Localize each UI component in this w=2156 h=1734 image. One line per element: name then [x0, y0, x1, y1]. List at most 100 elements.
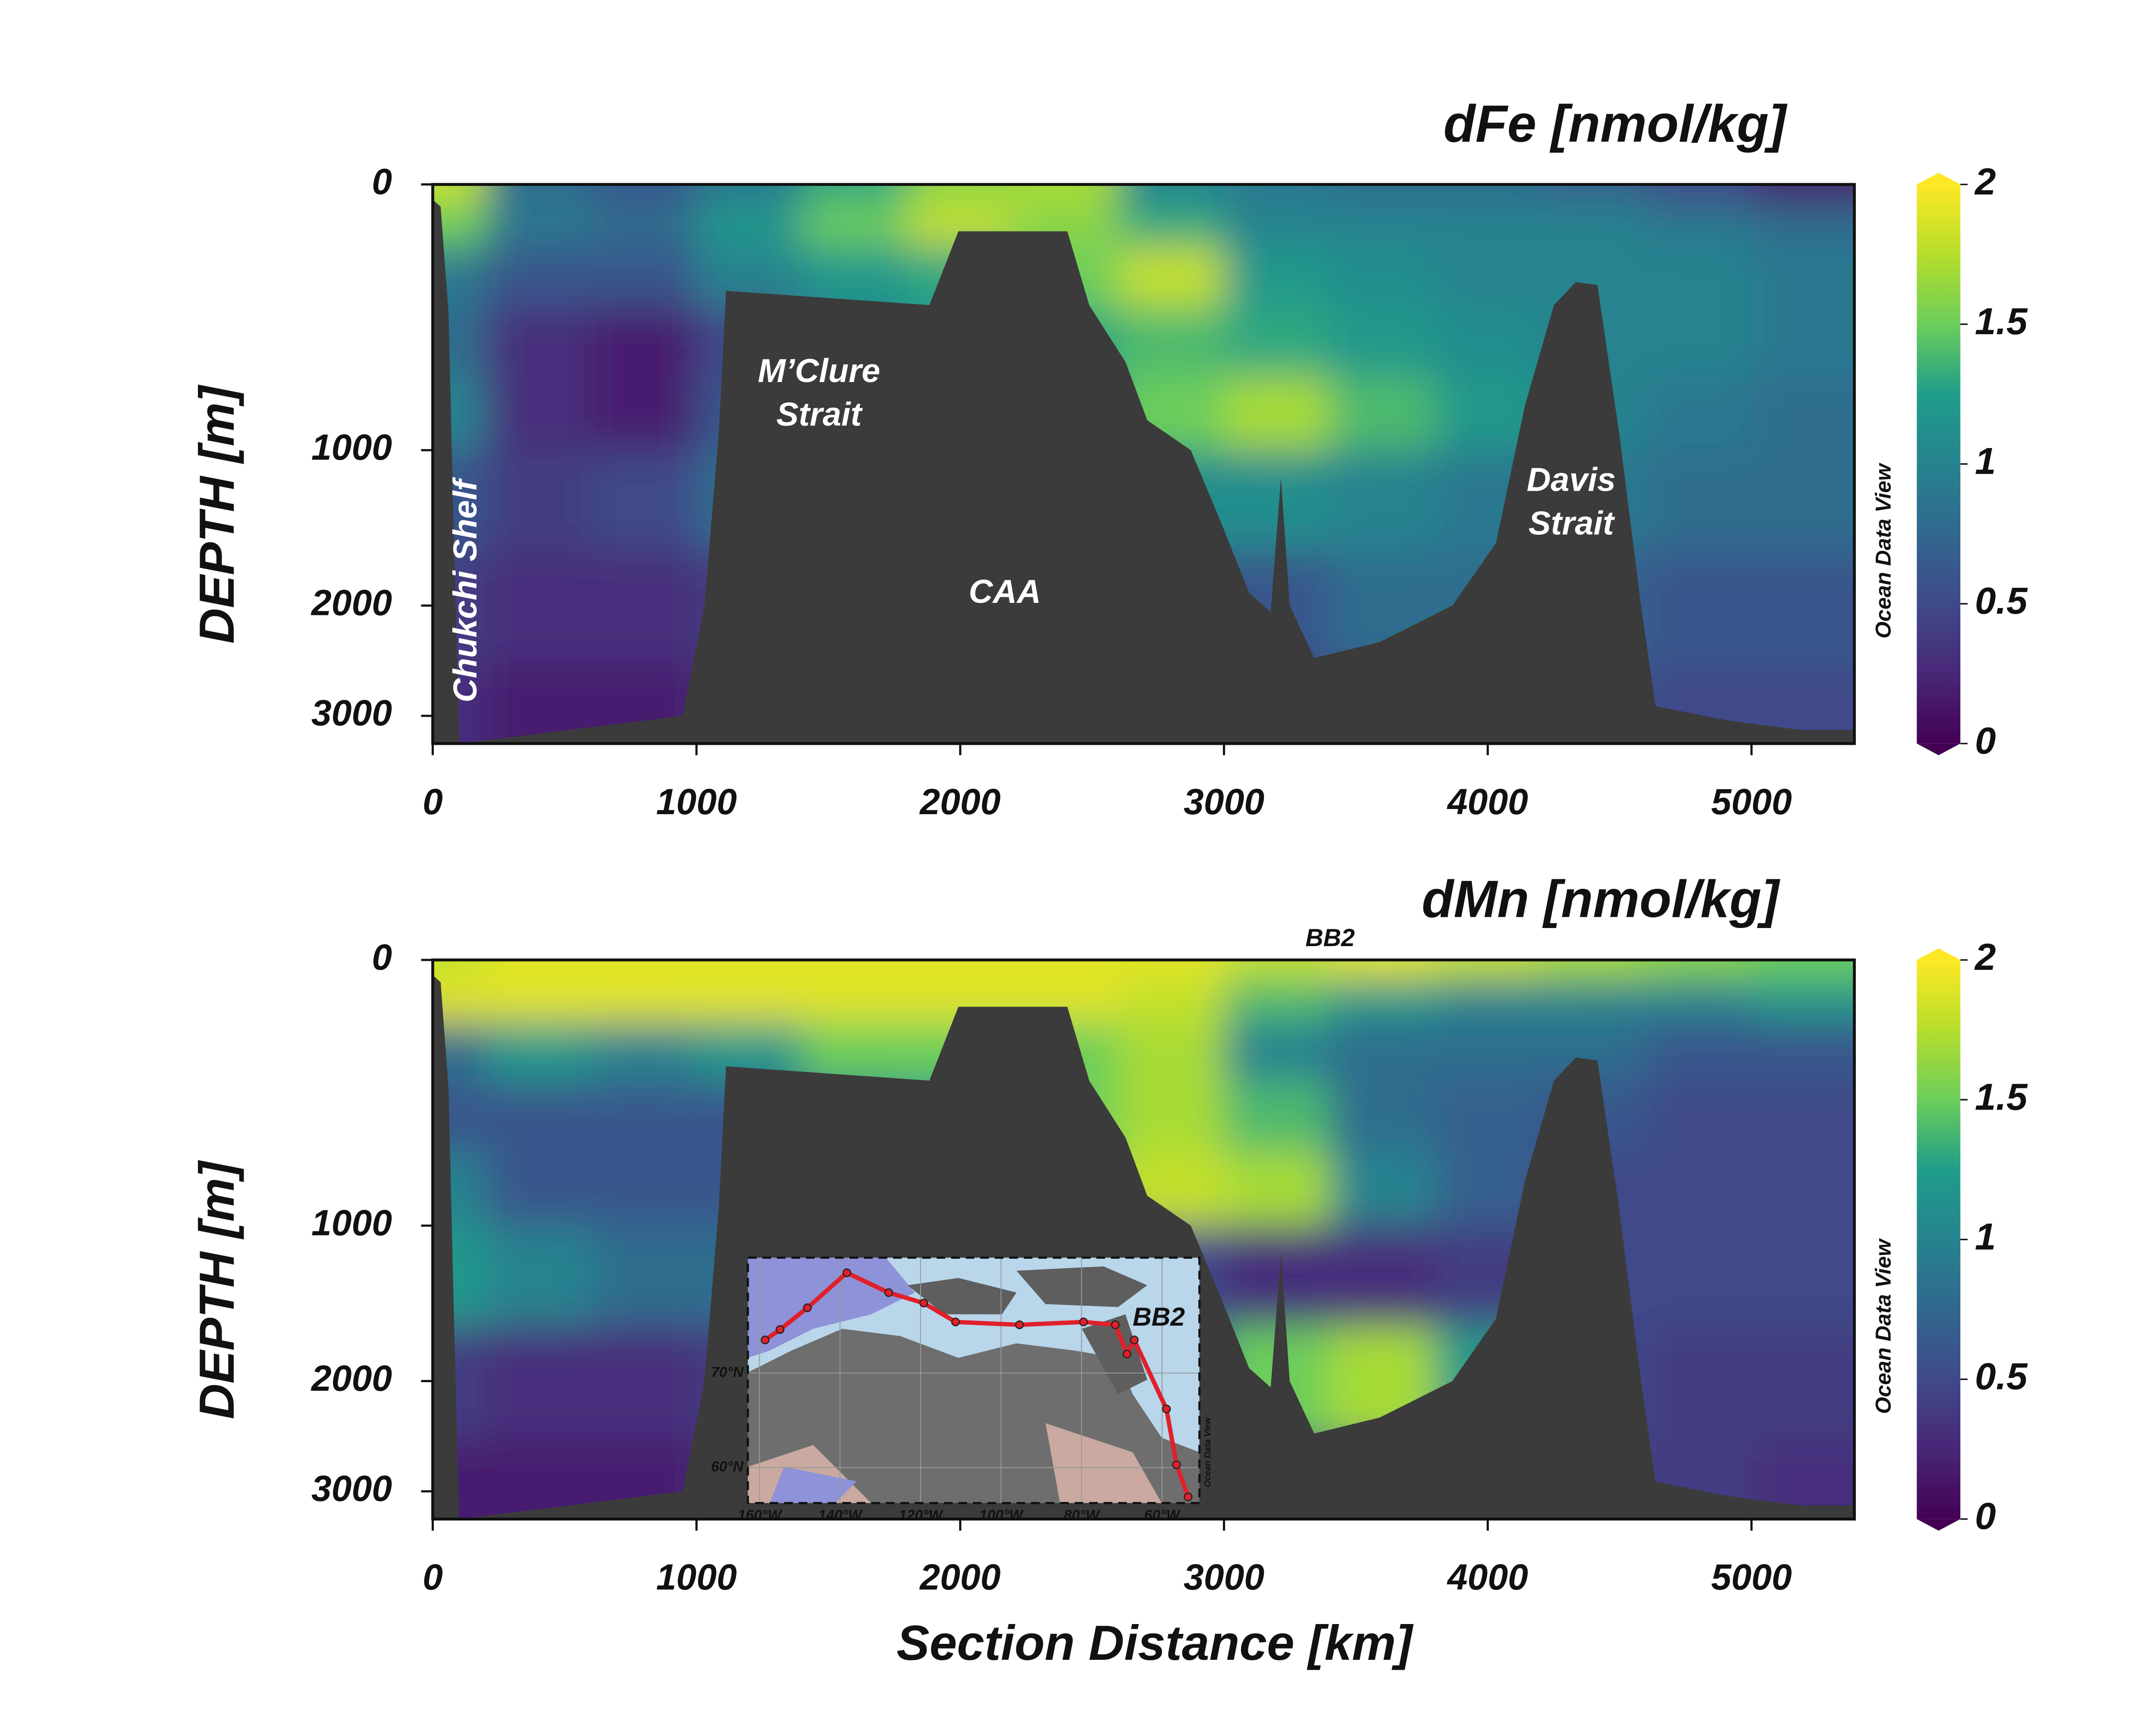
colorbar-tick-label: 0.5 — [1975, 580, 2028, 622]
field-cell — [1224, 1022, 1330, 1083]
field-cell — [485, 203, 592, 247]
field-cell — [591, 246, 697, 307]
field-cell — [1224, 184, 1330, 204]
y-tick-label: 3000 — [311, 693, 392, 733]
field-cell — [485, 1082, 592, 1153]
field-cell — [432, 246, 486, 307]
field-cell — [1646, 1226, 1752, 1327]
inset-map — [748, 1257, 1200, 1503]
y-axis-label: DEPTH [m] — [189, 384, 244, 644]
field-cell — [1751, 246, 1855, 307]
field-cell — [485, 246, 592, 307]
field-cell — [432, 184, 486, 204]
map-station — [1122, 1349, 1131, 1359]
field-cell — [1224, 978, 1330, 1023]
field-cell — [591, 203, 697, 247]
field-cell — [1118, 203, 1225, 247]
colorbar-tick-label: 1 — [1975, 1215, 1996, 1257]
y-tick-label: 2000 — [310, 582, 392, 623]
field-cell — [1646, 203, 1752, 247]
colorbar-extend-min — [1917, 1519, 1961, 1531]
map-station — [775, 1325, 785, 1334]
map-lon-label: 60°W — [1144, 1508, 1181, 1524]
field-cell — [1329, 450, 1436, 552]
field-cell — [485, 551, 592, 665]
field-cell — [485, 306, 592, 377]
field-cell — [1329, 306, 1436, 377]
field-cell — [1540, 184, 1647, 204]
field-cell — [432, 1082, 486, 1153]
colorbar-tick-label: 0 — [1975, 719, 1996, 762]
colorbar-tick-label: 1.5 — [1975, 300, 2028, 342]
x-tick-label: 2000 — [919, 1557, 1000, 1597]
annotation: BB2 — [1306, 924, 1355, 952]
field-cell — [591, 376, 697, 451]
field-cell — [1646, 246, 1752, 307]
field-cell — [1329, 1082, 1436, 1153]
field-cell — [432, 978, 486, 1023]
field-cell — [591, 306, 697, 377]
map-sea — [769, 1467, 857, 1503]
field-cell — [1646, 306, 1752, 377]
x-tick-label: 3000 — [1184, 1557, 1264, 1597]
map-lon-label: 100°W — [979, 1508, 1025, 1524]
colorbar-tick-label: 0 — [1975, 1495, 1996, 1537]
map-station — [951, 1317, 960, 1326]
x-tick-label: 5000 — [1711, 781, 1792, 822]
y-tick-label: 0 — [372, 161, 392, 202]
field-cell — [802, 246, 909, 307]
field-cell — [696, 960, 803, 980]
map-station — [1162, 1405, 1171, 1414]
field-cell — [1329, 246, 1436, 307]
field-cell — [1646, 551, 1752, 665]
field-cell — [1435, 184, 1542, 204]
annotation: Chukchi Shelf — [447, 477, 484, 702]
field-cell — [1435, 203, 1542, 247]
annotation: M’Clure — [758, 352, 880, 389]
colorbar-tick-label: 0.5 — [1975, 1355, 2028, 1398]
x-tick-label: 0 — [423, 1557, 443, 1597]
field-cell — [1329, 978, 1436, 1023]
field-cell — [591, 978, 697, 1023]
x-axis-label: Section Distance [km] — [896, 1615, 1414, 1671]
field-cell — [1435, 1082, 1542, 1153]
field-cell — [1013, 184, 1119, 204]
field-cell — [432, 1022, 486, 1083]
field-cell — [591, 1082, 697, 1153]
x-tick-label: 4000 — [1447, 1557, 1528, 1597]
field-cell — [1751, 1326, 1855, 1441]
map-station — [884, 1288, 893, 1297]
field-cell — [591, 1022, 697, 1083]
field-cell — [1751, 1226, 1855, 1327]
x-tick-label: 0 — [423, 781, 443, 822]
annotation: Strait — [1529, 505, 1615, 542]
colorbar-extend-min — [1917, 743, 1961, 756]
field-cell — [1646, 1326, 1752, 1441]
field-cell — [1751, 978, 1855, 1023]
y-axis-label: DEPTH [m] — [189, 1160, 244, 1419]
field-cell — [1751, 450, 1855, 552]
map-station — [803, 1303, 812, 1312]
y-tick-label: 1000 — [311, 427, 392, 467]
map-islands — [907, 1266, 1147, 1394]
y-tick-label: 2000 — [310, 1358, 392, 1398]
map-deep-basin — [748, 1257, 915, 1358]
field-cell — [1540, 978, 1647, 1023]
field-cell — [1646, 960, 1752, 980]
field-cell — [1751, 960, 1855, 980]
y-tick-label: 1000 — [311, 1202, 392, 1243]
map-station — [1130, 1336, 1139, 1345]
map-lat-label: 60°N — [711, 1459, 744, 1475]
map-lon-label: 140°W — [818, 1508, 863, 1524]
field-cell — [1646, 1152, 1752, 1226]
field-cell — [1224, 1082, 1330, 1153]
section-field — [432, 184, 1855, 744]
colorbar-label: Ocean Data View — [1871, 463, 1896, 639]
field-cell — [485, 1226, 592, 1327]
colorbar-tick-label: 1.5 — [1975, 1076, 2028, 1118]
field-cell — [1751, 1022, 1855, 1083]
map-station — [842, 1268, 852, 1277]
field-cell — [1118, 246, 1225, 307]
field-cell — [432, 960, 486, 980]
